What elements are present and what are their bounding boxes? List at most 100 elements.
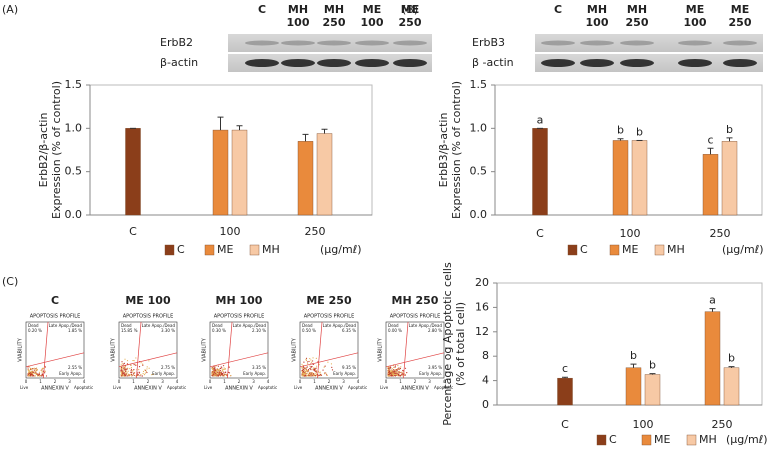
- quadrant-value: 15.85 %: [121, 328, 138, 333]
- flow-dot: [307, 370, 309, 372]
- flow-tick: 0: [118, 379, 121, 384]
- significance-letter: b: [649, 359, 656, 372]
- flow-dot: [33, 371, 35, 373]
- flow-dot: [312, 363, 315, 365]
- flow-dot: [123, 363, 125, 365]
- quadrant-line: [136, 321, 142, 379]
- quadrant-line: [317, 321, 323, 379]
- flow-dot: [325, 372, 327, 374]
- flow-dot: [315, 371, 317, 373]
- unit-label: (μg/mℓ): [726, 433, 767, 446]
- flow-dot: [140, 362, 142, 364]
- flow-dot: [301, 363, 303, 365]
- flow-dot: [29, 366, 31, 368]
- flow-corner: Live: [380, 385, 389, 390]
- flow-dot: [305, 357, 308, 359]
- panel-label: (B): [402, 3, 418, 16]
- flow-dot: [312, 374, 315, 377]
- flow-dot: [221, 372, 224, 375]
- flow-dot: [307, 363, 309, 365]
- flow-dot: [126, 372, 128, 374]
- flow-dot: [219, 369, 221, 372]
- flow-dot: [217, 369, 219, 371]
- flow-dot: [391, 368, 393, 370]
- flow-dot: [314, 369, 316, 372]
- flow-tick: 3: [68, 379, 71, 384]
- flow-dot: [130, 370, 132, 372]
- flow-dot: [388, 370, 390, 372]
- flow-dot: [133, 359, 135, 362]
- blot-band: [355, 40, 389, 46]
- x-tick-label: 100: [220, 225, 241, 238]
- flow-dot: [309, 368, 312, 370]
- quadrant-value: 0.50 %: [302, 328, 316, 333]
- quadrant-value: 2.55 %: [68, 365, 82, 370]
- flow-dot: [387, 370, 389, 372]
- flow-dot: [123, 371, 125, 373]
- y-axis-label: ErbB3/β-actin: [437, 113, 450, 188]
- flow-tick: 0: [385, 379, 388, 384]
- flow-dot: [303, 361, 305, 363]
- flow-dot: [220, 366, 222, 368]
- flow-dot: [28, 371, 30, 374]
- flow-dot: [129, 367, 131, 370]
- flow-dot: [392, 369, 395, 371]
- legend-swatch: [249, 244, 260, 256]
- flow-dot: [308, 373, 311, 375]
- flow-x-label: ANNEXIN V: [401, 386, 429, 392]
- error-bar: [236, 125, 243, 131]
- flow-dot: [395, 368, 397, 371]
- x-tick-label: C: [536, 227, 544, 240]
- error-bar: [726, 137, 733, 142]
- flow-dot: [404, 367, 407, 369]
- flow-dot: [35, 372, 37, 374]
- quadrant-value: 3.95 %: [428, 365, 442, 370]
- flow-dot: [30, 371, 32, 373]
- flow-dot: [315, 372, 317, 374]
- flow-dot: [311, 372, 313, 374]
- bar: [316, 133, 333, 216]
- flow-dot: [402, 369, 404, 372]
- flow-dot: [307, 373, 309, 376]
- flow-dot: [138, 366, 141, 368]
- legend-swatch: [641, 434, 652, 446]
- quadrant-value: 9.35 %: [342, 365, 356, 370]
- flow-dot: [140, 373, 142, 376]
- flow-dot: [121, 361, 123, 363]
- legend-label: MH: [262, 243, 280, 256]
- flow-dot: [390, 369, 392, 371]
- flow-dot: [301, 373, 303, 375]
- significance-letter: b: [726, 123, 733, 136]
- flow-dot: [331, 369, 334, 371]
- flow-dot: [398, 367, 400, 369]
- flow-dot: [28, 373, 31, 375]
- flow-dot: [306, 375, 308, 377]
- legend-swatch: [596, 434, 607, 446]
- flow-dot: [145, 370, 147, 372]
- flow-dot: [392, 375, 395, 377]
- legend-swatch: [686, 434, 697, 446]
- flow-dot: [133, 372, 135, 375]
- flow-dot: [302, 370, 305, 373]
- flow-dot: [394, 374, 396, 377]
- flow-dot: [313, 373, 315, 376]
- flow-dot: [220, 373, 223, 375]
- quadrant-line: [385, 352, 445, 368]
- flow-y-label: VIABILITY: [292, 337, 298, 362]
- flow-dot: [131, 373, 133, 376]
- flow-dot: [391, 370, 393, 372]
- blot-band: [317, 59, 351, 67]
- flow-dot: [315, 367, 317, 369]
- flow-dot: [30, 372, 32, 374]
- quadrant-value: 0.20 %: [28, 328, 42, 333]
- flow-dot: [35, 370, 37, 372]
- flow-x-label: ANNEXIN V: [225, 386, 253, 392]
- flow-dot: [388, 373, 390, 376]
- quadrant-line: [227, 321, 233, 379]
- flow-dot: [389, 375, 391, 377]
- flow-dot: [400, 374, 403, 376]
- flow-dot: [130, 371, 132, 374]
- flow-dot: [221, 369, 223, 371]
- y-tick-label: 1.0: [470, 121, 488, 134]
- flow-dot: [144, 369, 146, 371]
